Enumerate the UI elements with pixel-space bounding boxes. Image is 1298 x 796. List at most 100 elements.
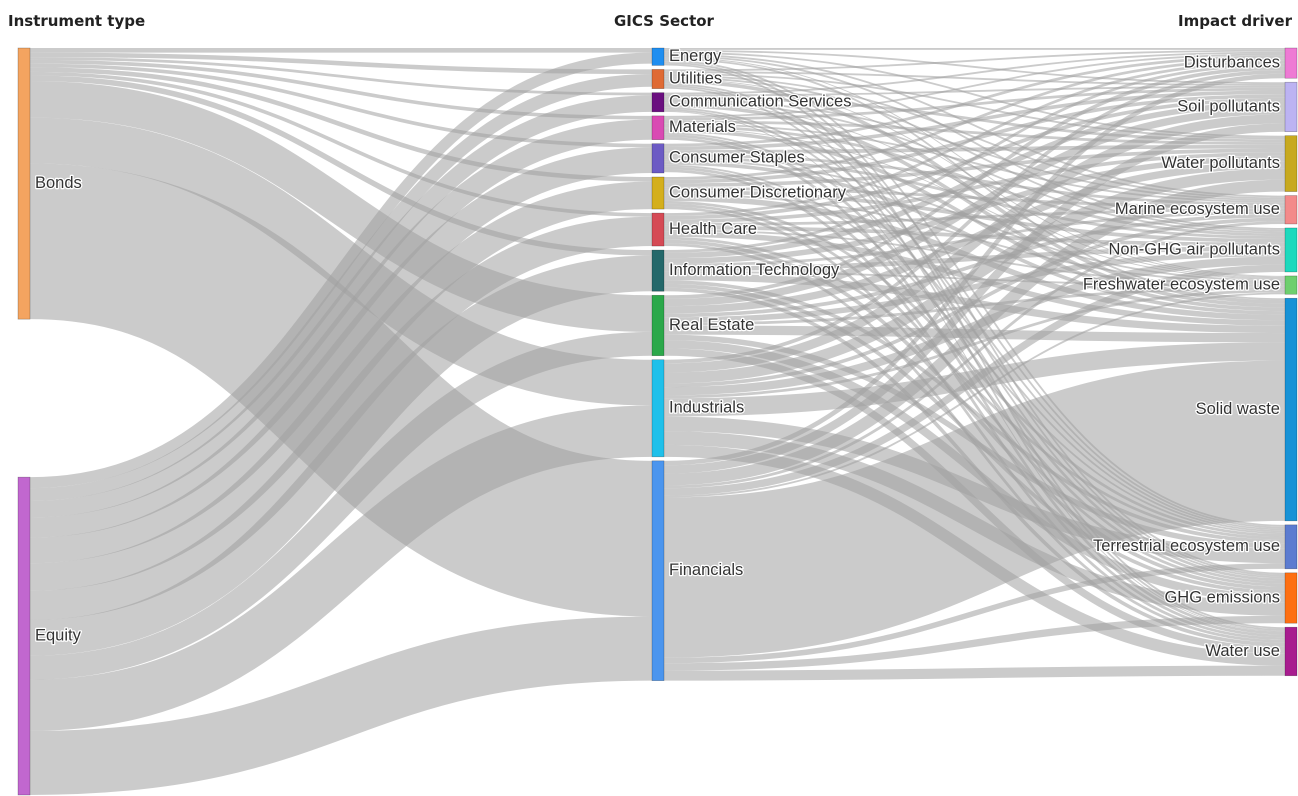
node-terrestrial — [1284, 524, 1298, 570]
link-industrials-to-disturbances — [663, 69, 1286, 364]
link-equity-to-energy — [29, 52, 653, 489]
node-staples — [651, 143, 665, 174]
node-materials — [651, 115, 665, 140]
node-equity — [17, 476, 31, 796]
link-energy-to-nonghg — [663, 55, 1286, 230]
node-label-solid: Solid waste — [1196, 400, 1280, 418]
node-label-health: Health Care — [669, 220, 757, 238]
node-wateruse — [1284, 626, 1298, 677]
link-bonds-to-materials — [29, 59, 653, 120]
link-health-to-disturbances — [663, 60, 1286, 216]
link-equity-to-realestate — [29, 331, 653, 680]
link-realestate-to-soil — [663, 106, 1286, 307]
node-label-realestate: Real Estate — [669, 316, 754, 334]
nodes-layer — [17, 47, 1298, 796]
link-industrials-to-soil — [663, 114, 1286, 373]
node-label-equity: Equity — [35, 626, 82, 644]
link-financials-to-soil — [663, 123, 1286, 474]
node-label-energy: Energy — [669, 47, 722, 65]
link-equity-to-materials — [29, 119, 653, 538]
node-nonghg — [1284, 227, 1298, 273]
node-label-utilities: Utilities — [669, 69, 722, 87]
node-label-it: Information Technology — [669, 261, 840, 279]
link-equity-to-comm — [29, 95, 653, 518]
link-financials-to-disturbances — [663, 73, 1286, 466]
link-materials-to-soil — [663, 87, 1286, 121]
link-realestate-to-disturbances — [663, 66, 1286, 299]
node-label-soil: Soil pollutants — [1177, 97, 1280, 115]
node-disturbances — [1284, 47, 1298, 79]
link-staples-to-disturbances — [663, 55, 1286, 147]
link-realestate-to-nonghg — [663, 250, 1286, 323]
link-equity-to-financials — [29, 616, 653, 795]
link-equity-to-staples — [29, 147, 653, 564]
link-financials-to-ghg — [663, 615, 1286, 671]
link-financials-to-marine — [663, 221, 1286, 489]
link-realestate-to-marine — [663, 213, 1286, 318]
node-label-waterpoll: Water pollutants — [1161, 154, 1280, 172]
link-comm-to-disturbances — [663, 51, 1286, 95]
link-equity-to-health — [29, 216, 653, 621]
node-label-terrestrial: Terrestrial ecosystem use — [1093, 537, 1280, 555]
link-utilities-to-disturbances — [663, 49, 1286, 72]
link-financials-to-nonghg — [663, 264, 1286, 496]
node-financials — [651, 460, 665, 681]
link-equity-to-industrials — [29, 405, 653, 731]
link-staples-to-freshwater — [663, 159, 1286, 282]
link-realestate-to-waterpoll — [663, 161, 1286, 314]
link-bonds-to-utilities — [29, 52, 653, 74]
node-label-disturbances: Disturbances — [1184, 53, 1280, 71]
node-label-industrials: Industrials — [669, 399, 744, 417]
node-marine — [1284, 195, 1298, 225]
node-label-discretionary: Consumer Discretionary — [669, 183, 847, 201]
link-financials-to-solid — [663, 360, 1286, 658]
link-financials-to-freshwater — [663, 292, 1286, 498]
link-discretionary-to-waterpoll — [663, 148, 1286, 188]
node-label-ghg: GHG emissions — [1164, 588, 1280, 606]
link-utilities-to-soil — [663, 71, 1286, 86]
link-industrials-to-waterpoll — [663, 168, 1286, 384]
link-industrials-to-freshwater — [663, 289, 1286, 399]
node-soil — [1284, 81, 1298, 132]
link-equity-to-discretionary — [29, 181, 653, 591]
link-financials-to-terrestrial — [663, 563, 1286, 664]
node-it — [651, 249, 665, 292]
link-equity-to-utilities — [29, 73, 653, 501]
node-label-nonghg: Non-GHG air pollutants — [1109, 240, 1281, 258]
node-health — [651, 212, 665, 247]
link-health-to-waterpoll — [663, 152, 1286, 224]
node-label-marine: Marine ecosystem use — [1115, 200, 1280, 218]
node-waterpoll — [1284, 135, 1298, 192]
node-label-freshwater: Freshwater ecosystem use — [1083, 275, 1280, 293]
node-label-comm: Communication Services — [669, 93, 851, 111]
node-label-financials: Financials — [669, 561, 743, 579]
column-title-impact-driver: Impact driver — [1178, 12, 1292, 30]
node-industrials — [651, 359, 665, 458]
link-it-to-soil — [663, 101, 1286, 259]
link-materials-to-disturbances — [663, 53, 1286, 118]
node-discretionary — [651, 176, 665, 210]
node-realestate — [651, 294, 665, 357]
node-label-wateruse: Water use — [1205, 642, 1280, 660]
node-energy — [651, 47, 665, 66]
node-bonds — [17, 47, 31, 320]
link-realestate-to-freshwater — [663, 286, 1286, 326]
node-ghg — [1284, 572, 1298, 624]
link-it-to-nonghg — [663, 246, 1286, 272]
link-equity-to-it — [29, 255, 653, 656]
link-financials-to-waterpoll — [663, 179, 1286, 486]
link-bonds-to-comm — [29, 57, 653, 96]
labels-layer: Bonds Equity Energy Utilities Communication … — [34, 46, 1282, 661]
link-staples-to-wateruse — [663, 169, 1286, 638]
link-financials-to-wateruse — [663, 665, 1286, 681]
node-comm — [651, 92, 665, 113]
links-layer — [28, 47, 1286, 795]
node-solid — [1284, 297, 1298, 522]
node-label-staples: Consumer Staples — [669, 149, 805, 167]
column-title-gics-sector: GICS Sector — [614, 12, 714, 30]
node-label-materials: Materials — [669, 118, 736, 136]
link-discretionary-to-disturbances — [663, 58, 1286, 180]
node-utilities — [651, 69, 665, 89]
link-it-to-disturbances — [663, 63, 1286, 253]
